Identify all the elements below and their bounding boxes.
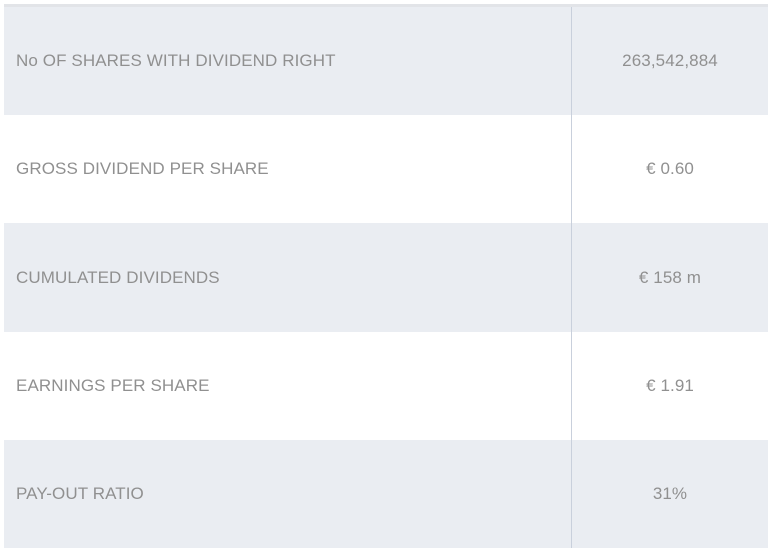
row-value: € 158 m [638, 267, 702, 287]
row-value: 263,542,884 [622, 51, 718, 71]
row-value: € 0.60 [646, 159, 694, 179]
row-label: GROSS DIVIDEND PER SHARE [4, 115, 572, 224]
table-row-shares: No OF SHARES WITH DIVIDEND RIGHT 263,542… [4, 7, 768, 116]
table-row-payout-ratio: PAY-OUT RATIO 31% [4, 439, 768, 549]
table-row-eps: EARNINGS PER SHARE € 1.91 [4, 331, 768, 440]
row-label: EARNINGS PER SHARE [4, 331, 572, 440]
dividend-table: No OF SHARES WITH DIVIDEND RIGHT 263,542… [4, 4, 768, 549]
row-label: CUMULATED DIVIDENDS [4, 223, 572, 332]
table-row-cumulated-dividends: CUMULATED DIVIDENDS € 158 m [4, 223, 768, 332]
row-value: 31% [652, 483, 688, 503]
row-label: No OF SHARES WITH DIVIDEND RIGHT [4, 7, 572, 116]
row-label: PAY-OUT RATIO [4, 439, 572, 549]
table-row-gross-dividend: GROSS DIVIDEND PER SHARE € 0.60 [4, 115, 768, 224]
row-value: € 1.91 [646, 375, 694, 395]
